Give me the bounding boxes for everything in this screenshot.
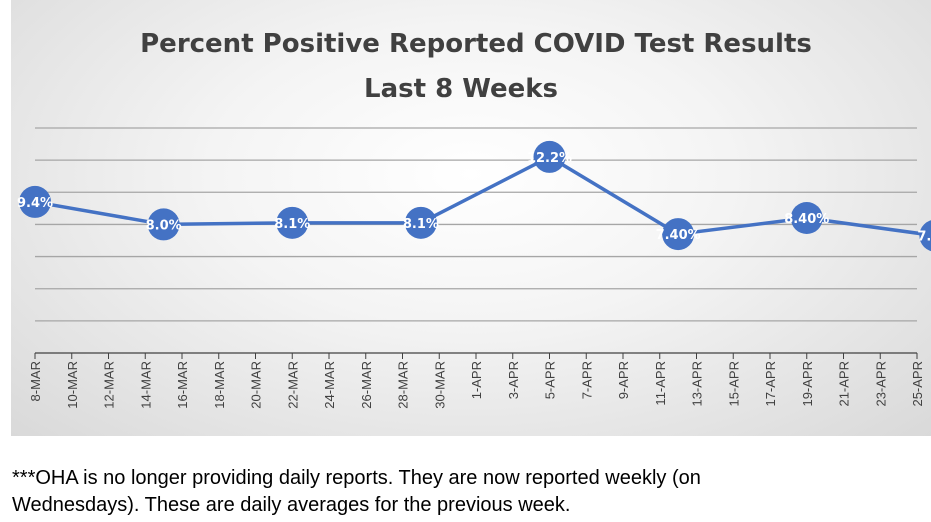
x-tick-label: 10-MAR xyxy=(65,361,80,409)
x-tick-label: 28-MAR xyxy=(396,361,411,409)
footnote-line-2: Wednesdays). These are daily averages fo… xyxy=(12,494,571,516)
chart-title: Percent Positive Reported COVID Test Res… xyxy=(140,29,812,59)
data-point xyxy=(790,202,823,234)
series-line xyxy=(34,155,931,237)
data-point xyxy=(147,208,180,241)
data-label: 7.3% xyxy=(917,230,931,245)
x-tick-label: 22-MAR xyxy=(285,361,300,409)
x-tick-label: 13-APR xyxy=(690,361,705,407)
x-tick-label: 8-MAR xyxy=(28,361,43,401)
x-tick-label: 30-MAR xyxy=(432,361,447,409)
chart-panel: Percent Positive Reported COVID Test Res… xyxy=(11,0,931,436)
x-tick-label: 3-APR xyxy=(506,361,521,399)
x-tick-label: 7-APR xyxy=(579,361,594,399)
data-point xyxy=(404,206,437,239)
data-label: 8.1% xyxy=(274,217,310,232)
x-tick-label: 26-MAR xyxy=(359,361,374,409)
x-tick-label: 25-APR xyxy=(910,361,925,407)
data-label: 9.4% xyxy=(17,196,53,211)
x-tick-label: 5-APR xyxy=(543,361,558,399)
data-point xyxy=(919,220,931,252)
x-tick-label: 21-APR xyxy=(837,361,852,407)
x-tick-label: 24-MAR xyxy=(322,361,337,409)
data-label: 8.1% xyxy=(403,217,439,232)
data-label: 12.2% xyxy=(527,151,572,166)
data-point xyxy=(662,218,695,251)
x-tick-label: 16-MAR xyxy=(175,361,190,409)
x-tick-label: 9-APR xyxy=(616,361,631,399)
x-tick-label: 15-APR xyxy=(726,361,741,407)
data-point xyxy=(276,206,309,239)
data-point xyxy=(19,185,51,218)
x-tick-label: 20-MAR xyxy=(249,361,264,409)
x-tick-label: 1-APR xyxy=(469,361,484,399)
footnote: ***OHA is no longer providing daily repo… xyxy=(12,465,912,519)
x-tick-label: 18-MAR xyxy=(212,361,227,409)
x-axis: 8-MAR 10-MAR 12-MAR 14-MAR 16-MAR 18-MAR 20-MA… xyxy=(28,352,925,409)
x-tick-label: 12-MAR xyxy=(102,361,117,409)
line-chart: Percent Positive Reported COVID Test Res… xyxy=(17,29,931,409)
x-tick-label: 19-APR xyxy=(800,361,815,407)
footnote-line-1: ***OHA is no longer providing daily repo… xyxy=(12,467,701,489)
x-tick-label: 14-MAR xyxy=(138,361,153,409)
data-label: 8.0% xyxy=(146,218,182,233)
data-point xyxy=(533,140,566,173)
data-series: 9.4% 8.0% 8.1% 8.1% 12.2% 7.40% 8.40% 7.3% xyxy=(17,140,931,252)
x-tick-label: 23-APR xyxy=(873,361,888,407)
chart-subtitle: Last 8 Weeks xyxy=(364,74,558,104)
data-label: 7.40% xyxy=(656,228,701,243)
x-tick-label: 17-APR xyxy=(763,361,778,407)
x-tick-label: 11-APR xyxy=(653,361,668,406)
data-label: 8.40% xyxy=(784,212,829,227)
